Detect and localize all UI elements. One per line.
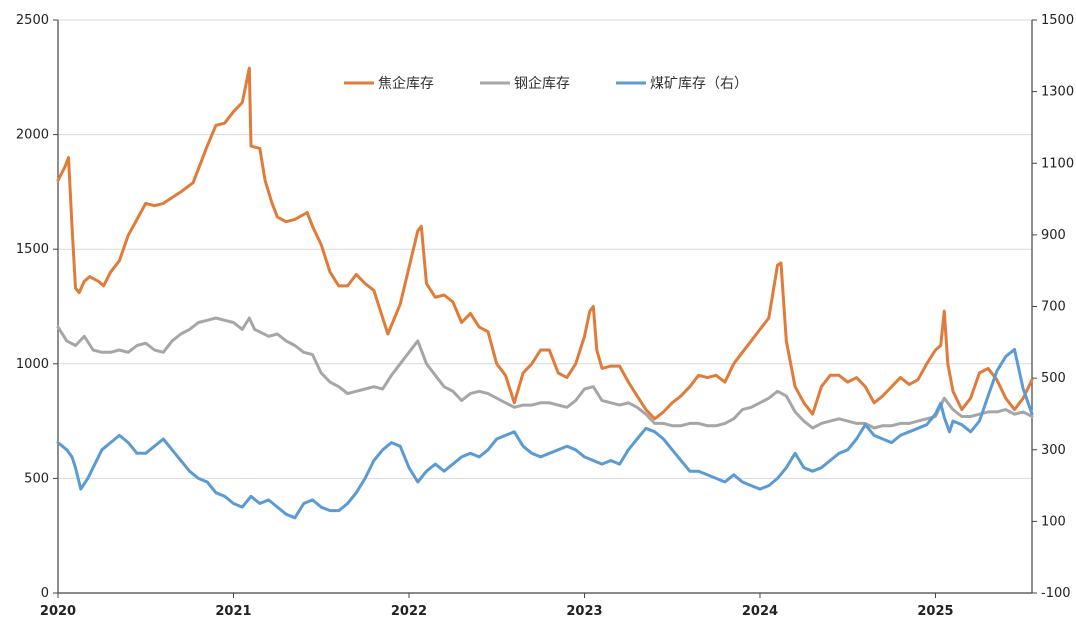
series-line-1 bbox=[56, 316, 1034, 430]
right-tick-label-1100: 1100 bbox=[1041, 156, 1074, 171]
x-tick-label-2020: 2020 bbox=[40, 604, 76, 619]
legend-label-0: 焦企库存 bbox=[378, 75, 434, 92]
right-tick-label-300: 300 bbox=[1041, 443, 1066, 458]
right-tick-label-700: 700 bbox=[1041, 300, 1066, 315]
left-tick-label-2000: 2000 bbox=[16, 128, 49, 143]
legend-label-2: 煤矿库存（右） bbox=[650, 76, 748, 92]
tick-labels: 0 500 1000 1500 2000 2500 -100 100 300 500 700 900 1… bbox=[16, 13, 1074, 619]
gridlines bbox=[58, 19, 1032, 479]
right-tick-label-1500: 1500 bbox=[1041, 13, 1074, 28]
series-lines bbox=[56, 66, 1034, 520]
right-tick-label-500: 500 bbox=[1041, 371, 1066, 386]
x-tick-label-2025: 2025 bbox=[917, 604, 953, 619]
left-tick-label-2500: 2500 bbox=[16, 13, 49, 28]
right-tick-label-100: 100 bbox=[1041, 514, 1066, 529]
left-tick-label-1500: 1500 bbox=[16, 242, 49, 257]
series-line-2 bbox=[56, 348, 1034, 520]
left-tick-label-0: 0 bbox=[41, 586, 49, 601]
x-tick-label-2023: 2023 bbox=[566, 604, 602, 619]
legend: 焦企库存 钢企库存 煤矿库存（右） bbox=[344, 75, 748, 92]
left-tick-label-500: 500 bbox=[24, 471, 49, 486]
x-tick-label-2022: 2022 bbox=[391, 604, 427, 619]
right-tick-label-1300: 1300 bbox=[1041, 85, 1074, 100]
x-tick-label-2024: 2024 bbox=[742, 604, 778, 619]
left-tick-label-1000: 1000 bbox=[16, 357, 49, 372]
right-tick-label--100: -100 bbox=[1041, 586, 1071, 601]
right-tick-label-900: 900 bbox=[1041, 228, 1066, 243]
axes bbox=[53, 19, 1037, 598]
x-tick-label-2021: 2021 bbox=[215, 604, 251, 619]
series-line-0 bbox=[56, 66, 1034, 421]
legend-label-1: 钢企库存 bbox=[514, 75, 570, 92]
